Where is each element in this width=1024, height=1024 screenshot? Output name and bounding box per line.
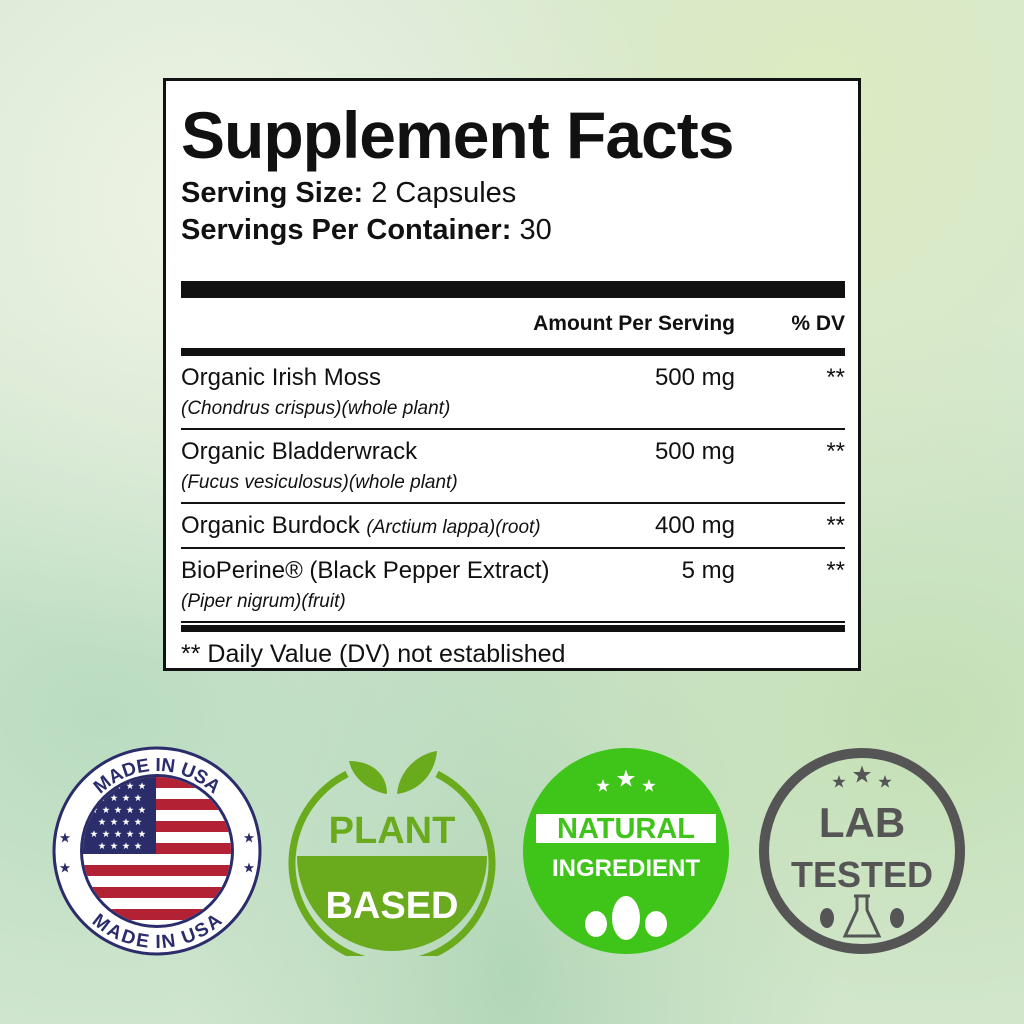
ingredient-row: Organic Irish Moss (Chondrus crispus)(who… [181,356,845,430]
ingredient-name: Organic Bladderwrack [181,438,418,465]
serving-size: Serving Size: 2 Capsules [181,177,517,209]
amount-header: Amount Per Serving [533,312,735,335]
natural-ingredient-badge: NATURAL INGREDIENT [521,746,731,956]
lab-tested-badge: LAB TESTED [757,746,967,956]
ingredient-dv: ** [826,557,845,584]
ingredient-name: BioPerine® (Black Pepper Extract) [181,557,550,584]
flask-icon [842,894,882,938]
badge-text-natural: NATURAL [557,813,695,845]
badge-text-based: BASED [325,885,458,927]
ingredient-dv: ** [826,512,845,539]
leaves-icon [349,751,437,794]
badge-text-tested: TESTED [791,854,933,895]
ingredient-dv: ** [826,438,845,465]
ingredient-name: Organic Irish Moss [181,364,382,391]
servings-per-container: Servings Per Container: 30 [181,214,552,246]
ingredient-amount: 500 mg [654,438,735,465]
badge-text-plant: PLANT [329,810,456,852]
leaf-icon [820,908,834,928]
ingredient-amount: 400 mg [654,512,735,539]
supplement-facts-label: Supplement Facts Serving Size: 2 Capsule… [163,78,861,671]
badge-text-lab: LAB [819,799,905,846]
plant-based-badge: PLANT BASED [287,746,497,967]
ingredient-detail: (Fucus vesiculosus)(whole plant) [181,472,458,493]
ingredient-dv: ** [826,364,845,391]
stars-icon [832,765,892,788]
column-header: Amount Per Serving % DV [181,298,845,348]
ingredient-amount: 5 mg [681,557,735,584]
ingredient-row: Organic Burdock (Arctium lappa)(root) 40… [181,504,845,549]
ingredient-row: BioPerine® (Black Pepper Extract) (Piper … [181,549,845,623]
divider-bottom [181,625,845,632]
label-title: Supplement Facts [181,98,734,172]
divider-thick [181,281,845,298]
badge-text-ingredient: INGREDIENT [552,855,700,882]
ingredient-row: Organic Bladderwrack (Fucus vesiculosus)(… [181,430,845,504]
ingredient-detail: (Arctium lappa)(root) [366,517,541,538]
ingredient-name: Organic Burdock [181,512,360,539]
footnote: ** Daily Value (DV) not established [181,640,566,668]
ingredient-detail: (Chondrus crispus)(whole plant) [181,398,451,419]
divider-medium [181,348,845,356]
ingredient-detail: (Piper nigrum)(fruit) [181,591,346,612]
made-in-usa-badge: MADE IN USA MADE IN USA [52,746,262,956]
dv-header: % DV [791,312,845,335]
leaves-icon [585,896,667,940]
ingredient-amount: 500 mg [654,364,735,391]
leaf-icon [890,908,904,928]
